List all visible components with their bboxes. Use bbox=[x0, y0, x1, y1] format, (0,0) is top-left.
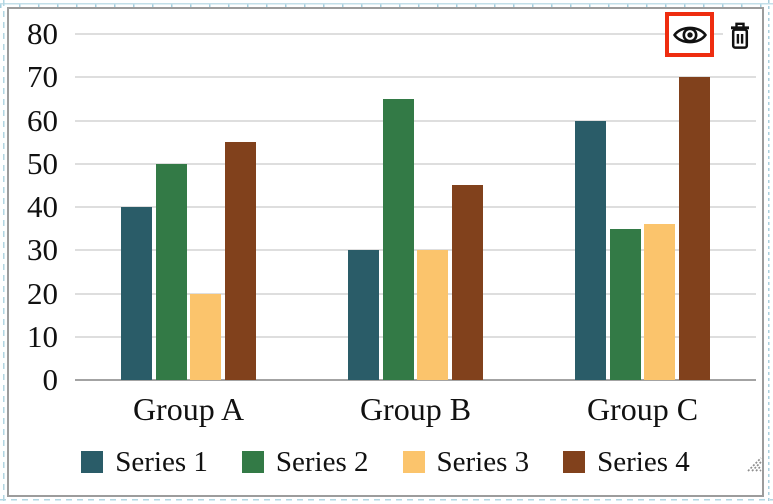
legend-swatch bbox=[241, 451, 264, 473]
gridline bbox=[75, 335, 756, 338]
bar-series-1 bbox=[348, 250, 380, 380]
canvas-grid-edge-bottom bbox=[0, 499, 773, 502]
bar-series-4 bbox=[678, 77, 710, 380]
bar-series-2 bbox=[609, 228, 641, 380]
resize-handle[interactable] bbox=[745, 455, 762, 472]
y-tick-label: 10 bbox=[27, 318, 58, 354]
visibility-toggle-button[interactable] bbox=[665, 12, 714, 57]
bar-chart-widget[interactable]: 0 10 20 30 40 50 60 70 80 Group A Group B Group C S… bbox=[7, 7, 764, 497]
gridline bbox=[75, 76, 756, 79]
bar-series-3 bbox=[417, 250, 449, 380]
bar-series-3 bbox=[644, 224, 676, 380]
legend-label: Series 1 bbox=[115, 446, 208, 478]
trash-icon bbox=[731, 22, 749, 49]
y-tick-label: 20 bbox=[27, 275, 58, 311]
resize-grip-icon bbox=[747, 457, 762, 472]
y-tick-label: 50 bbox=[27, 145, 58, 181]
gridline bbox=[75, 206, 756, 208]
chart-legend: Series 1 Series 2 Series 3 Series 4 bbox=[9, 447, 762, 477]
bar-series-1 bbox=[121, 207, 153, 380]
legend-swatch bbox=[563, 451, 586, 473]
legend-item: Series 2 bbox=[241, 446, 369, 478]
delete-button[interactable] bbox=[723, 17, 757, 54]
legend-label: Series 3 bbox=[436, 446, 530, 478]
category-label: Group B bbox=[359, 391, 472, 427]
y-tick-label: 30 bbox=[27, 232, 58, 268]
category-label: Group A bbox=[132, 391, 245, 427]
gridline bbox=[75, 119, 756, 122]
bar-series-4 bbox=[224, 142, 256, 380]
legend-swatch bbox=[81, 451, 104, 473]
eye-icon bbox=[672, 26, 707, 43]
legend-item: Series 1 bbox=[81, 447, 208, 477]
bar-chart-plot: 0 10 20 30 40 50 60 70 80 Group A Group B Group C bbox=[9, 9, 762, 495]
y-tick-label: 80 bbox=[27, 16, 58, 51]
y-tick-label: 70 bbox=[27, 59, 58, 95]
legend-label: Series 4 bbox=[597, 446, 690, 478]
category-label: Group C bbox=[586, 391, 699, 427]
x-axis-line bbox=[75, 379, 756, 381]
bar-series-2 bbox=[155, 163, 187, 380]
gridline bbox=[75, 162, 756, 165]
y-tick-label: 60 bbox=[27, 102, 58, 138]
bar-series-1 bbox=[575, 120, 607, 380]
legend-item: Series 3 bbox=[402, 446, 530, 478]
legend-swatch bbox=[402, 451, 425, 473]
gridline bbox=[75, 292, 756, 295]
y-tick-label: 40 bbox=[27, 189, 58, 224]
legend-label: Series 2 bbox=[275, 446, 369, 478]
legend-item: Series 4 bbox=[563, 447, 690, 477]
bar-series-2 bbox=[382, 98, 414, 380]
bar-series-4 bbox=[451, 185, 483, 380]
bar-series-3 bbox=[190, 293, 222, 380]
canvas-grid-edge-right bbox=[768, 0, 771, 504]
gridline bbox=[75, 249, 756, 252]
y-tick-label: 0 bbox=[42, 362, 59, 397]
canvas-grid-edge-left bbox=[3, 0, 6, 504]
gridline bbox=[75, 33, 756, 35]
